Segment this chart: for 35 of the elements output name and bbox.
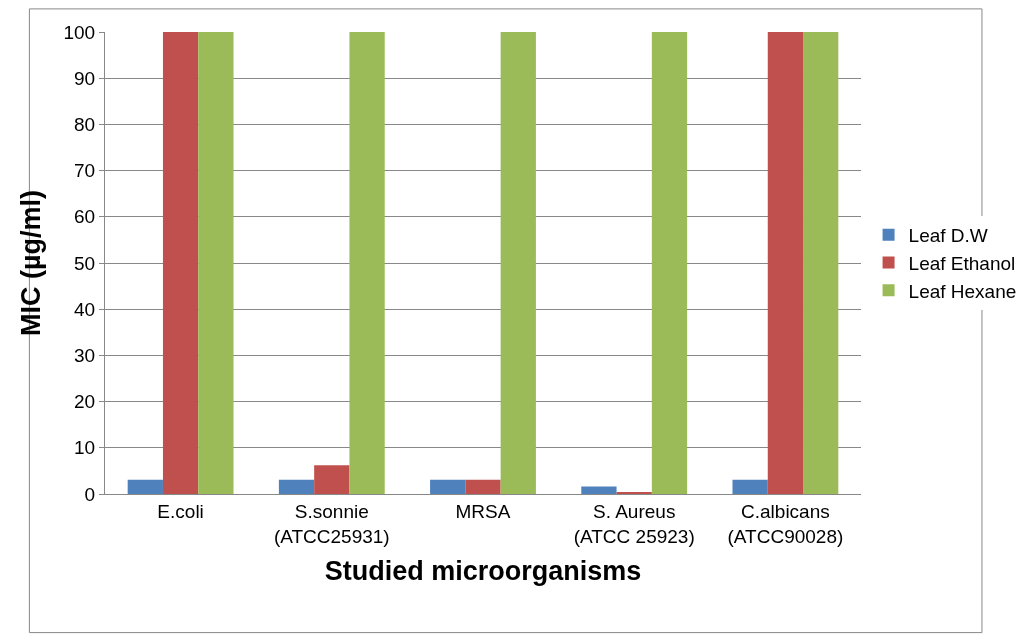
bar — [127, 479, 163, 494]
bar — [278, 479, 315, 494]
bar — [465, 479, 501, 494]
legend-label: Leaf Ethanol — [908, 252, 1016, 274]
bar — [500, 32, 536, 494]
bar — [651, 32, 688, 494]
x-tick-label: S.sonnie (ATCC25931) — [273, 500, 390, 547]
y-tick-label: 50 — [74, 252, 96, 274]
x-tick-label: S. Aureus (ATCC 25923) — [573, 500, 695, 547]
bar — [314, 465, 350, 494]
legend-label: Leaf D.W — [908, 225, 988, 247]
bar — [198, 32, 234, 494]
y-axis-title: MIC (µg/ml) — [15, 189, 46, 337]
y-tick-label: 20 — [74, 391, 96, 413]
x-tick-label: E.coli — [157, 500, 204, 522]
y-tick-label: 80 — [74, 114, 96, 136]
x-axis-title: Studied microorganisms — [324, 555, 642, 586]
bar — [767, 32, 804, 494]
x-tick-label: MRSA — [455, 500, 511, 522]
bar — [581, 486, 617, 494]
y-tick-label: 100 — [63, 21, 96, 43]
y-tick-label: 0 — [84, 483, 96, 505]
bar — [349, 32, 385, 494]
bar — [162, 32, 199, 494]
bar — [430, 479, 466, 494]
bar — [732, 479, 768, 494]
y-tick-label: 30 — [74, 345, 96, 367]
y-tick-label: 60 — [74, 206, 96, 228]
y-tick-label: 40 — [74, 298, 96, 320]
y-tick-label: 90 — [74, 67, 96, 89]
x-tick-label: C.albicans (ATCC90028) — [727, 500, 844, 547]
y-tick-label: 10 — [74, 437, 96, 459]
y-tick-label: 70 — [74, 160, 96, 182]
bar — [803, 32, 839, 494]
legend-label: Leaf Hexane — [908, 280, 1017, 302]
